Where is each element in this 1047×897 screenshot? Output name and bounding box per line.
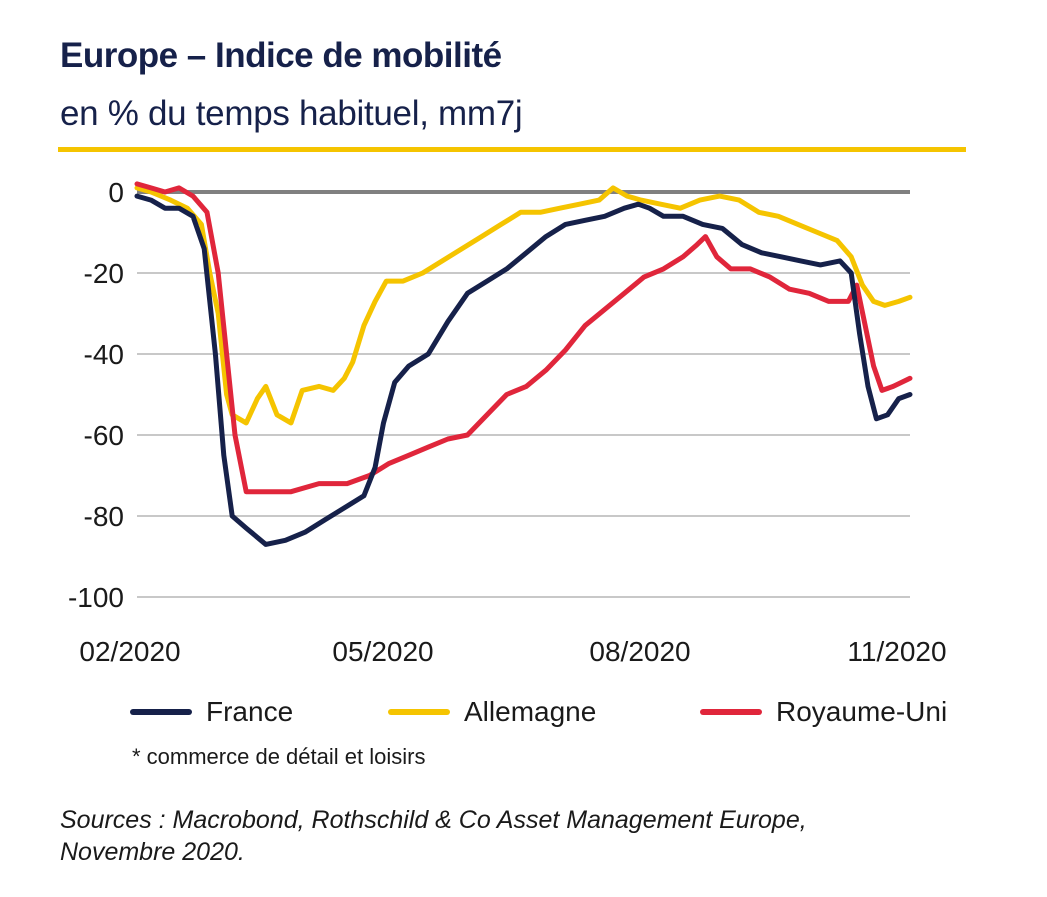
x-tick-label: 11/2020: [847, 636, 946, 667]
source-line-1: Sources : Macrobond, Rothschild & Co Ass…: [60, 806, 807, 834]
legend-label-allemagne: Allemagne: [464, 696, 597, 727]
legend-item-france: France: [130, 696, 293, 728]
source-line-2: Novembre 2020.: [60, 838, 245, 866]
title-rule: [58, 147, 966, 152]
y-tick-label: -60: [84, 420, 124, 451]
chart-title: Europe – Indice de mobilité: [60, 36, 502, 75]
y-tick-label: 0: [108, 177, 124, 208]
series-line-royaume-uni: [134, 181, 913, 495]
y-tick-label: -100: [68, 582, 124, 613]
footnote: * commerce de détail et loisirs: [132, 744, 426, 769]
series-line-france: [134, 193, 913, 547]
x-tick-label: 02/2020: [79, 636, 180, 667]
legend-label-royaume-uni: Royaume-Uni: [776, 696, 948, 727]
grid-layer: [137, 190, 910, 598]
x-tick-label: 05/2020: [332, 636, 433, 667]
series-line-allemagne: [134, 185, 913, 426]
y-tick-label: -40: [84, 339, 124, 370]
y-tick-label: -20: [84, 258, 124, 289]
chart-subtitle: en % du temps habituel, mm7j: [60, 94, 523, 133]
legend-swatch-allemagne: [388, 709, 450, 715]
source-text: Sources : Macrobond, Rothschild & Co Ass…: [60, 804, 960, 868]
legend: France Allemagne Royaume-Uni: [0, 696, 1047, 736]
y-tick-label: -80: [84, 501, 124, 532]
legend-swatch-royaume-uni: [700, 709, 762, 715]
legend-label-france: France: [206, 696, 294, 727]
line-chart: 0 -20 -40 -60 -80 -100 02/2020 05/2020 08/2020 1…: [68, 177, 947, 667]
x-tick-label: 08/2020: [589, 636, 690, 667]
legend-item-allemagne: Allemagne: [388, 696, 596, 728]
legend-swatch-france: [130, 709, 192, 715]
x-tick-labels: 02/2020 05/2020 08/2020 11/2020: [79, 636, 946, 667]
y-tick-labels: 0 -20 -40 -60 -80 -100: [68, 177, 124, 613]
series-lines: [134, 181, 913, 547]
legend-item-royaume-uni: Royaume-Uni: [700, 696, 947, 728]
